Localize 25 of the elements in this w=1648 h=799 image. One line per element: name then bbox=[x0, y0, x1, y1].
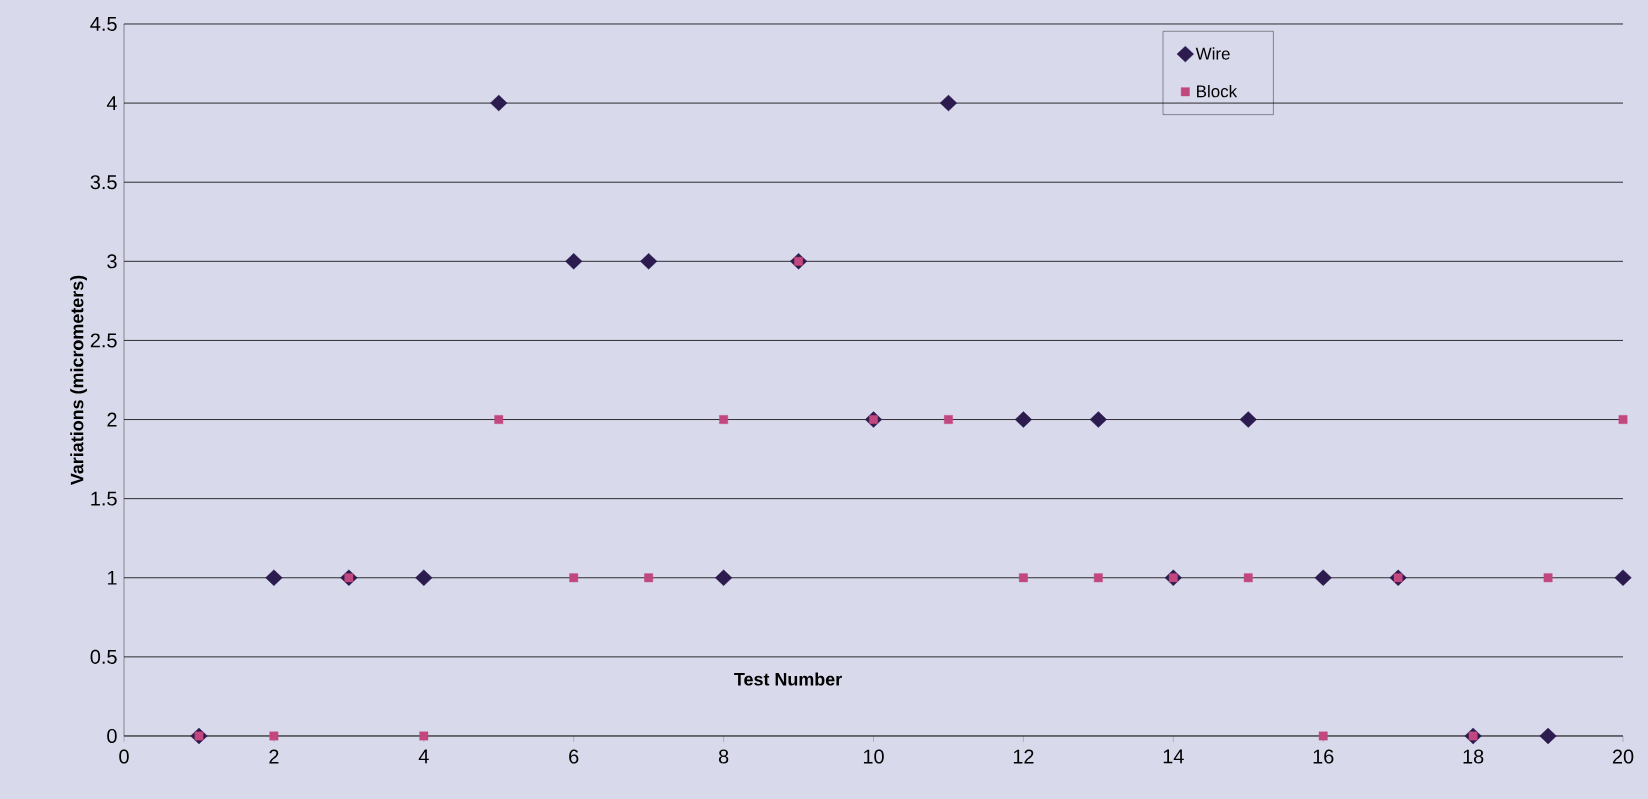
x-tick-label: 20 bbox=[1612, 749, 1634, 764]
y-tick-label: 2 bbox=[107, 412, 117, 427]
legend-label: Block bbox=[1197, 84, 1238, 98]
y-tick-label: 3 bbox=[107, 254, 117, 269]
x-tick-label: 10 bbox=[863, 749, 884, 764]
x-tick-label: 0 bbox=[119, 749, 129, 764]
y-tick-label: 1 bbox=[107, 570, 117, 585]
x-tick-label: 12 bbox=[1013, 749, 1034, 764]
y-axis-title: Variations (micrometers) bbox=[70, 275, 87, 485]
y-tick-label: 1.5 bbox=[91, 491, 117, 506]
y-tick-label: 4.5 bbox=[90, 17, 117, 31]
x-tick-label: 6 bbox=[569, 749, 579, 764]
x-tick-label: 16 bbox=[1313, 749, 1334, 764]
x-tick-label: 2 bbox=[269, 749, 279, 764]
y-tick-label: 3.5 bbox=[90, 175, 117, 190]
y-tick-label: 0.5 bbox=[90, 649, 117, 664]
x-tick-label: 14 bbox=[1163, 749, 1184, 764]
y-tick-label: 2.5 bbox=[90, 333, 117, 348]
x-tick-label: 4 bbox=[418, 749, 429, 764]
x-axis-title: Test Number bbox=[734, 672, 842, 686]
y-tick-label: 0 bbox=[107, 728, 117, 744]
legend-label: Wire bbox=[1195, 47, 1230, 60]
y-tick-label: 4 bbox=[106, 96, 117, 110]
x-tick-label: 18 bbox=[1463, 749, 1484, 764]
x-tick-label: 8 bbox=[718, 749, 729, 764]
